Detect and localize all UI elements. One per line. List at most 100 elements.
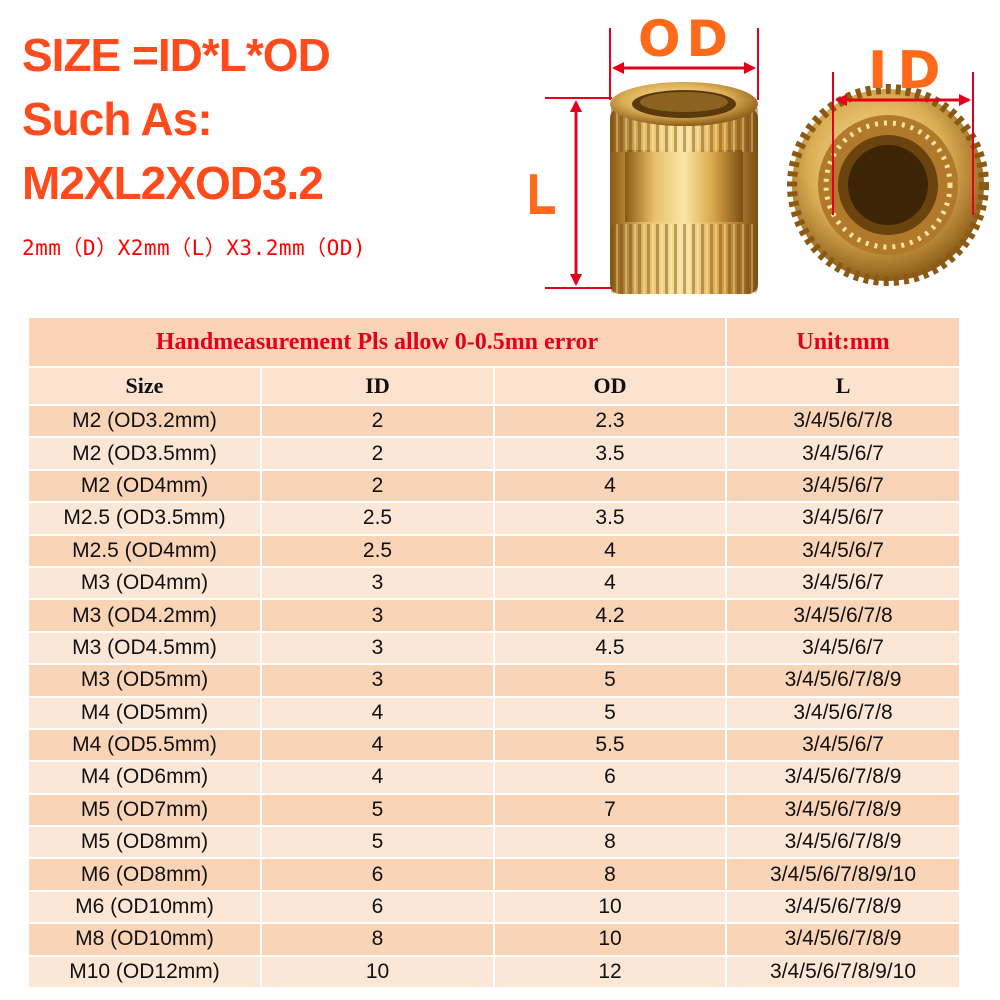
- id-cell: 3: [260, 565, 495, 601]
- id-dimension-label: ID: [868, 41, 951, 101]
- table-row: M4 (OD5.5mm) 4 5.5 3/4/5/6/7: [27, 727, 962, 763]
- l-dimension-marker: [545, 97, 612, 289]
- od-cell: 4.2: [492, 598, 728, 633]
- table-row: M3 (OD5mm) 3 5 3/4/5/6/7/8/9: [27, 663, 962, 698]
- od-dimension-marker: [609, 28, 759, 100]
- id-cell: 10: [260, 954, 495, 990]
- table-notice-row: Handmeasurement Pls allow 0-0.5mn error …: [26, 316, 962, 368]
- size-cell: M3 (OD4.5mm): [27, 630, 262, 666]
- id-cell: 2: [260, 468, 495, 504]
- id-cell: 5: [260, 825, 495, 860]
- l-cell: 3/4/5/6/7: [725, 501, 962, 536]
- l-cell: 3/4/5/6/7/8/9: [725, 792, 962, 828]
- size-cell: M3 (OD4mm): [27, 565, 262, 601]
- od-cell: 5: [492, 695, 728, 730]
- size-cell: M2.5 (OD3.5mm): [27, 501, 262, 536]
- od-cell: 4: [492, 468, 728, 504]
- table-row: M6 (OD8mm) 6 8 3/4/5/6/7/8/9/10: [27, 857, 962, 892]
- l-cell: 3/4/5/6/7/8/9/10: [725, 954, 962, 990]
- l-cell: 3/4/5/6/7/8/9: [725, 663, 962, 698]
- l-cell: 3/4/5/6/7/8: [725, 598, 962, 633]
- such-as-heading: Such As:: [22, 93, 213, 145]
- size-specification-table: Handmeasurement Pls allow 0-0.5mn error …: [26, 316, 962, 990]
- l-cell: 3/4/5/6/7/8/9/10: [725, 857, 962, 892]
- od-cell: 3.5: [492, 436, 728, 471]
- id-cell: 5: [260, 792, 495, 828]
- id-dimension-marker: [832, 72, 974, 215]
- id-cell: 2.5: [260, 501, 495, 536]
- table-row: M3 (OD4.2mm) 3 4.2 3/4/5/6/7/8: [27, 598, 962, 633]
- table-row: M2.5 (OD3.5mm) 2.5 3.5 3/4/5/6/7: [27, 501, 962, 536]
- od-cell: 5.5: [492, 727, 728, 763]
- od-cell: 10: [492, 922, 728, 957]
- measurement-notice: Handmeasurement Pls allow 0-0.5mn error: [26, 316, 728, 368]
- size-cell: M8 (OD10mm): [27, 922, 262, 957]
- table-row: M2 (OD3.2mm) 2 2.3 3/4/5/6/7/8: [27, 403, 962, 439]
- table-row: M5 (OD8mm) 5 8 3/4/5/6/7/8/9: [27, 825, 962, 860]
- table-row: M6 (OD10mm) 6 10 3/4/5/6/7/8/9: [27, 889, 962, 925]
- size-cell: M2.5 (OD4mm): [27, 533, 262, 568]
- size-cell: M5 (OD8mm): [27, 825, 262, 860]
- size-cell: M2 (OD3.2mm): [27, 403, 262, 439]
- size-cell: M4 (OD5mm): [27, 695, 262, 730]
- size-cell: M5 (OD7mm): [27, 792, 262, 828]
- l-cell: 3/4/5/6/7/8: [725, 403, 962, 439]
- size-cell: M10 (OD12mm): [27, 954, 262, 990]
- id-cell: 3: [260, 663, 495, 698]
- od-cell: 10: [492, 889, 728, 925]
- size-cell: M3 (OD5mm): [27, 663, 262, 698]
- id-cell: 6: [260, 889, 495, 925]
- id-cell: 4: [260, 727, 495, 763]
- table-row: M4 (OD6mm) 4 6 3/4/5/6/7/8/9: [27, 760, 962, 795]
- insert-side-view: [610, 82, 758, 294]
- od-cell: 7: [492, 792, 728, 828]
- od-cell: 4: [492, 565, 728, 601]
- l-cell: 3/4/5/6/7: [725, 468, 962, 504]
- id-cell: 8: [260, 922, 495, 957]
- l-cell: 3/4/5/6/7/8: [725, 695, 962, 730]
- table-row: M10 (OD12mm) 10 12 3/4/5/6/7/8/9/10: [27, 954, 962, 990]
- id-cell: 2.5: [260, 533, 495, 568]
- od-cell: 4: [492, 533, 728, 568]
- l-cell: 3/4/5/6/7/8/9: [725, 922, 962, 957]
- od-dimension-label: OD: [638, 10, 734, 68]
- l-cell: 3/4/5/6/7: [725, 630, 962, 666]
- id-cell: 2: [260, 403, 495, 439]
- size-cell: M4 (OD6mm): [27, 760, 262, 795]
- l-cell: 3/4/5/6/7: [725, 436, 962, 471]
- column-header-id: ID: [260, 366, 495, 406]
- size-cell: M6 (OD10mm): [27, 889, 262, 925]
- od-cell: 5: [492, 663, 728, 698]
- table-row: M8 (OD10mm) 8 10 3/4/5/6/7/8/9: [27, 922, 962, 957]
- table-row: M2.5 (OD4mm) 2.5 4 3/4/5/6/7: [27, 533, 962, 568]
- l-cell: 3/4/5/6/7/8/9: [725, 825, 962, 860]
- od-cell: 12: [492, 954, 728, 990]
- example-size-explanation: 2mm（D）X2mm（L）X3.2mm（OD): [22, 236, 367, 260]
- id-cell: 2: [260, 436, 495, 471]
- id-cell: 3: [260, 630, 495, 666]
- id-cell: 3: [260, 598, 495, 633]
- table-row: M2 (OD3.5mm) 2 3.5 3/4/5/6/7: [27, 436, 962, 471]
- unit-label: Unit:mm: [725, 316, 962, 368]
- table-row: M5 (OD7mm) 5 7 3/4/5/6/7/8/9: [27, 792, 962, 828]
- id-cell: 6: [260, 857, 495, 892]
- od-cell: 8: [492, 857, 728, 892]
- od-cell: 8: [492, 825, 728, 860]
- size-cell: M4 (OD5.5mm): [27, 727, 262, 763]
- id-cell: 4: [260, 695, 495, 730]
- size-formula-heading: SIZE =ID*L*OD: [22, 29, 331, 81]
- table-header-row: Size ID OD L: [27, 366, 962, 406]
- table-body: M2 (OD3.2mm) 2 2.3 3/4/5/6/7/8 M2 (OD3.5mm) 2…: [27, 403, 962, 990]
- size-cell: M2 (OD3.5mm): [27, 436, 262, 471]
- size-cell: M6 (OD8mm): [27, 857, 262, 892]
- l-cell: 3/4/5/6/7/8/9: [725, 760, 962, 795]
- id-cell: 4: [260, 760, 495, 795]
- size-cell: M3 (OD4.2mm): [27, 598, 262, 633]
- l-cell: 3/4/5/6/7: [725, 727, 962, 763]
- size-cell: M2 (OD4mm): [27, 468, 262, 504]
- od-cell: 4.5: [492, 630, 728, 666]
- l-cell: 3/4/5/6/7: [725, 533, 962, 568]
- insert-top-view: [787, 84, 989, 286]
- l-dimension-label: L: [530, 164, 556, 227]
- column-header-size: Size: [27, 366, 262, 406]
